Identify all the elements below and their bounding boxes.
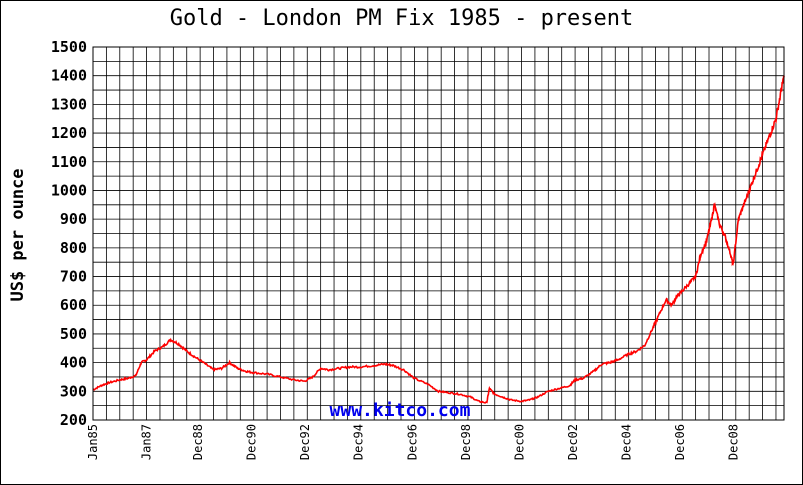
- y-tick-label: 1100: [51, 153, 87, 171]
- x-tick-label: Dec08: [727, 424, 741, 460]
- x-tick-label: Dec00: [512, 424, 526, 460]
- y-tick-label: 1400: [51, 67, 87, 85]
- x-tick-label: Jan87: [140, 424, 154, 460]
- x-tick-label: Dec06: [673, 424, 687, 460]
- y-tick-labels: 200 300 400 500 600 700 800 900 1000 1100 1200 1300…: [51, 38, 87, 429]
- chart-title: Gold - London PM Fix 1985 - present: [169, 6, 634, 31]
- grid: [92, 46, 784, 421]
- x-tick-label: Dec94: [352, 424, 366, 460]
- y-tick-label: 400: [60, 354, 87, 372]
- x-tick-label: Dec98: [459, 424, 473, 460]
- x-tick-label: Dec04: [620, 424, 634, 460]
- y-tick-label: 1500: [51, 38, 87, 56]
- y-tick-label: 900: [60, 210, 87, 228]
- plot-area-border: [92, 46, 785, 421]
- x-tick-label: Dec88: [191, 424, 205, 460]
- x-tick-labels: Jan85 Jan87 Dec88 Dec90 Dec92 Dec94 Dec96 Dec98…: [86, 424, 741, 460]
- x-tick-label: Dec96: [405, 424, 419, 460]
- y-tick-label: 600: [60, 296, 87, 314]
- watermark[interactable]: www.kitco.com: [330, 400, 471, 421]
- y-tick-label: 1300: [51, 95, 87, 113]
- x-tick-label: Dec90: [245, 424, 259, 460]
- x-tick-label: Dec02: [566, 424, 580, 460]
- y-tick-label: 500: [60, 325, 87, 343]
- series-line: [92, 75, 785, 404]
- x-tick-label: Dec92: [298, 424, 312, 460]
- y-tick-label: 800: [60, 239, 87, 257]
- y-tick-label: 1000: [51, 181, 87, 199]
- x-tick-label: Jan85: [86, 424, 100, 460]
- y-tick-label: 300: [60, 382, 87, 400]
- y-tick-label: 1200: [51, 124, 87, 142]
- y-tick-label: 200: [60, 411, 87, 429]
- y-tick-label: 700: [60, 268, 87, 286]
